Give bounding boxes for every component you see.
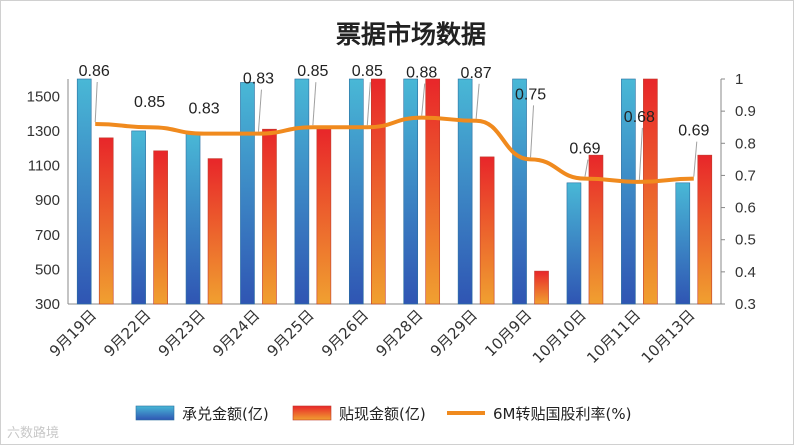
- bar-acceptance: [566, 182, 582, 305]
- rate-line: [95, 115, 694, 184]
- data-label: 0.88: [406, 65, 437, 82]
- data-label-leader: [584, 159, 589, 177]
- x-tick-label: 9月19日: [46, 306, 100, 360]
- bar-discount: [207, 158, 223, 305]
- y-right-tick-label: 1: [735, 71, 743, 88]
- bar-acceptance: [131, 130, 146, 305]
- bar-acceptance: [294, 78, 310, 305]
- bar-acceptance: [512, 78, 527, 305]
- x-tick-label: 10月13日: [638, 306, 699, 367]
- y-left-tick-label: 500: [35, 261, 60, 278]
- data-label: 0.85: [297, 63, 328, 80]
- y-left-tick-label: 1300: [27, 123, 60, 140]
- data-label-leader: [693, 141, 698, 177]
- data-label-leader: [475, 83, 480, 119]
- bar-acceptance: [457, 78, 473, 305]
- data-label: 0.83: [243, 71, 274, 88]
- bar-discount: [262, 128, 277, 305]
- y-right-tick-label: 0.9: [735, 103, 756, 120]
- bar-acceptance: [403, 78, 419, 305]
- data-label-leader: [257, 89, 262, 132]
- chart-title: 票据市场数据: [336, 20, 486, 49]
- legend-label-discount: 贴现金额(亿): [339, 405, 426, 423]
- watermark: 六数路境: [7, 425, 59, 441]
- legend-label-rate: 6M转贴国股利率(%): [493, 405, 631, 423]
- x-tick-label: 10月11日: [583, 306, 644, 367]
- bars: [76, 78, 713, 305]
- bar-discount: [534, 270, 549, 305]
- legend: 承兑金额(亿) 贴现金额(亿) 6M转贴国股利率(%): [135, 405, 631, 423]
- x-tick-label: 10月10日: [529, 306, 590, 367]
- bar-acceptance: [76, 78, 92, 305]
- bar-discount: [643, 78, 658, 305]
- leader-lines: [94, 81, 698, 180]
- data-label-leader: [638, 127, 643, 180]
- data-label: 0.75: [515, 86, 546, 103]
- y-right-tick-label: 0.4: [735, 264, 756, 281]
- x-tick-label: 9月26日: [318, 306, 372, 360]
- y-right-tick-label: 0.6: [735, 200, 756, 217]
- data-label: 0.83: [188, 101, 219, 118]
- y-right-tick-label: 0.8: [735, 135, 756, 152]
- data-label: 0.68: [624, 109, 655, 126]
- bar-acceptance: [240, 82, 255, 305]
- bar-discount: [370, 78, 386, 305]
- y-left-tick-label: 700: [35, 227, 60, 244]
- rate-line-path: [95, 115, 694, 184]
- bar-acceptance: [185, 132, 201, 305]
- legend-label-acceptance: 承兑金额(亿): [182, 405, 269, 423]
- data-label: 0.69: [569, 141, 600, 158]
- data-label: 0.69: [678, 123, 709, 140]
- y-right-tick-label: 0.5: [735, 232, 756, 249]
- data-label: 0.87: [461, 65, 492, 82]
- y-right-tick-label: 0.7: [735, 167, 756, 184]
- y-left-tick-label: 900: [35, 192, 60, 209]
- x-tick-label: 9月24日: [209, 306, 263, 360]
- x-tick-label: 9月22日: [100, 306, 154, 360]
- bar-discount: [316, 128, 332, 305]
- legend-swatch-acceptance: [135, 405, 175, 421]
- bar-acceptance: [348, 78, 364, 305]
- y-left-tick-label: 1100: [28, 158, 60, 175]
- x-tick-label: 10月9日: [481, 306, 535, 360]
- legend-swatch-discount: [292, 405, 332, 421]
- x-tick-label: 9月23日: [155, 306, 209, 360]
- y-right-tick-label: 0.3: [735, 296, 756, 313]
- bar-discount: [153, 150, 168, 305]
- y-left-tick-label: 300: [35, 296, 60, 313]
- data-label-leader: [312, 82, 317, 126]
- x-tick-label: 9月28日: [372, 306, 426, 360]
- data-label: 0.86: [79, 63, 110, 80]
- bar-discount: [425, 78, 441, 305]
- data-label-leader: [94, 81, 98, 123]
- bar-discount: [98, 137, 114, 305]
- data-label: 0.85: [134, 94, 165, 111]
- data-label-leader: [366, 82, 371, 126]
- data-labels: 0.86 0.85 0.83 0.83 0.85 0.85 0.88 0.87 0.75 0.69…: [79, 63, 710, 158]
- data-label-leader: [530, 105, 535, 158]
- bar-discount: [697, 154, 713, 305]
- bar-acceptance: [675, 182, 691, 305]
- data-label: 0.85: [352, 63, 383, 80]
- x-tick-label: 9月25日: [264, 306, 318, 360]
- bar-discount: [479, 156, 495, 305]
- y-left-tick-label: 1500: [27, 88, 60, 105]
- bar-discount: [588, 154, 604, 305]
- bar-acceptance: [621, 78, 636, 305]
- data-label-leader: [421, 83, 426, 116]
- x-tick-label: 9月29日: [427, 306, 481, 360]
